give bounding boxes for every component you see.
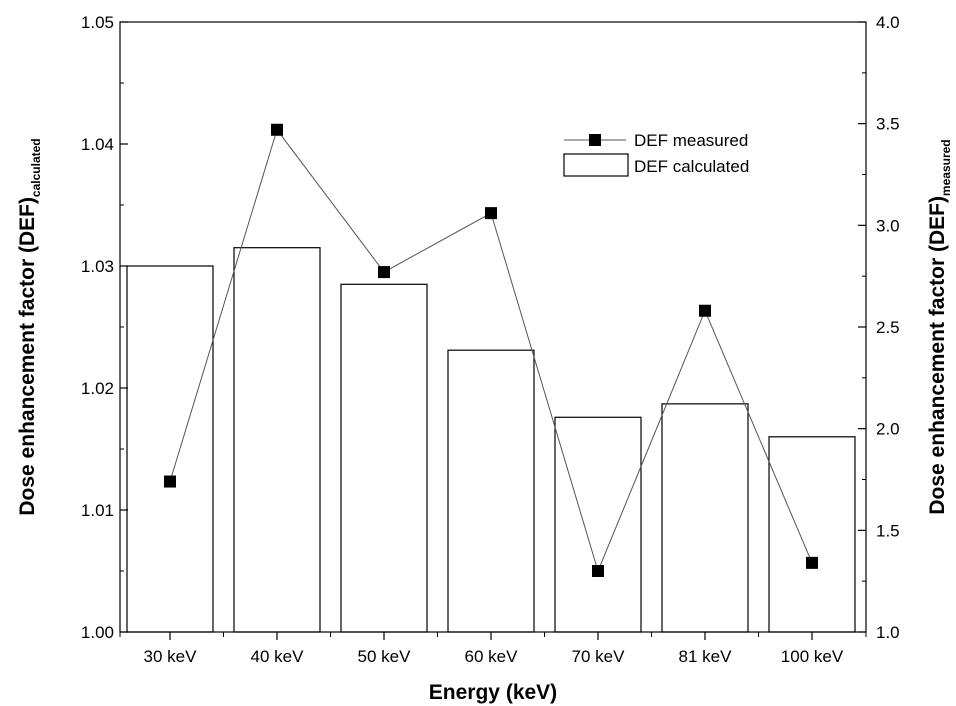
x-tick-label: 60 keV bbox=[465, 647, 519, 666]
right-axis-title: Dose enhancement factor (DEF)measured bbox=[926, 139, 953, 514]
bar bbox=[661, 403, 749, 633]
x-axis: 30 keV 40 keV 50 keV 60 keV 70 keV 81 keV 100 … bbox=[119, 632, 867, 666]
x-tick-label: 50 keV bbox=[358, 647, 412, 666]
x-axis-title: Energy (keV) bbox=[429, 681, 557, 704]
left-tick-label: 1.00 bbox=[81, 623, 114, 642]
data-point bbox=[378, 266, 390, 279]
bar bbox=[554, 416, 642, 633]
data-point bbox=[164, 475, 176, 488]
left-tick-label: 1.03 bbox=[81, 257, 114, 276]
right-axis-title-sub: measured bbox=[939, 139, 953, 196]
right-tick-label: 1.5 bbox=[876, 521, 900, 540]
left-tick-label: 1.05 bbox=[81, 13, 114, 32]
x-tick-label: 30 keV bbox=[144, 647, 198, 666]
left-axis-title: Dose enhancement factor (DEF)calculated bbox=[16, 138, 43, 515]
left-axis-title-main: Dose enhancement factor (DEF) bbox=[16, 197, 39, 516]
legend-label-measured: DEF measured bbox=[634, 131, 748, 150]
data-point bbox=[485, 207, 497, 220]
legend-bar-swatch bbox=[563, 153, 629, 177]
left-tick-label: 1.04 bbox=[81, 135, 114, 154]
right-tick-label: 1.0 bbox=[876, 623, 900, 642]
bar bbox=[447, 349, 535, 633]
legend-marker-swatch bbox=[589, 134, 601, 146]
right-axis-title-main: Dose enhancement factor (DEF) bbox=[926, 196, 949, 515]
data-point bbox=[271, 123, 283, 136]
left-tick-label: 1.02 bbox=[81, 379, 114, 398]
x-tick-label: 81 keV bbox=[679, 647, 733, 666]
right-axis: 1.0 1.5 2.0 2.5 3.0 3.5 4.0 bbox=[858, 13, 900, 642]
bar bbox=[126, 265, 214, 633]
right-tick-label: 3.0 bbox=[876, 216, 900, 235]
data-point bbox=[592, 565, 604, 577]
bar bbox=[340, 283, 428, 633]
right-tick-label: 4.0 bbox=[876, 13, 900, 32]
x-tick-label: 100 keV bbox=[781, 647, 844, 666]
left-axis: 1.00 1.01 1.02 1.03 1.04 1.05 bbox=[81, 13, 128, 642]
bar bbox=[768, 436, 856, 633]
left-tick-label: 1.01 bbox=[81, 501, 114, 520]
marker-series bbox=[164, 123, 818, 577]
right-tick-label: 2.5 bbox=[876, 318, 900, 337]
bar bbox=[233, 247, 321, 633]
right-tick-label: 3.5 bbox=[876, 115, 900, 134]
data-point bbox=[806, 556, 818, 569]
x-tick-label: 40 keV bbox=[251, 647, 305, 666]
left-axis-title-sub: calculated bbox=[29, 138, 43, 197]
bar-series bbox=[126, 247, 856, 633]
legend-label-calculated: DEF calculated bbox=[634, 157, 749, 176]
x-tick-label: 70 keV bbox=[572, 647, 626, 666]
data-point bbox=[699, 304, 711, 317]
right-tick-label: 2.0 bbox=[876, 420, 900, 439]
legend: DEF measured DEF calculated bbox=[556, 118, 826, 192]
